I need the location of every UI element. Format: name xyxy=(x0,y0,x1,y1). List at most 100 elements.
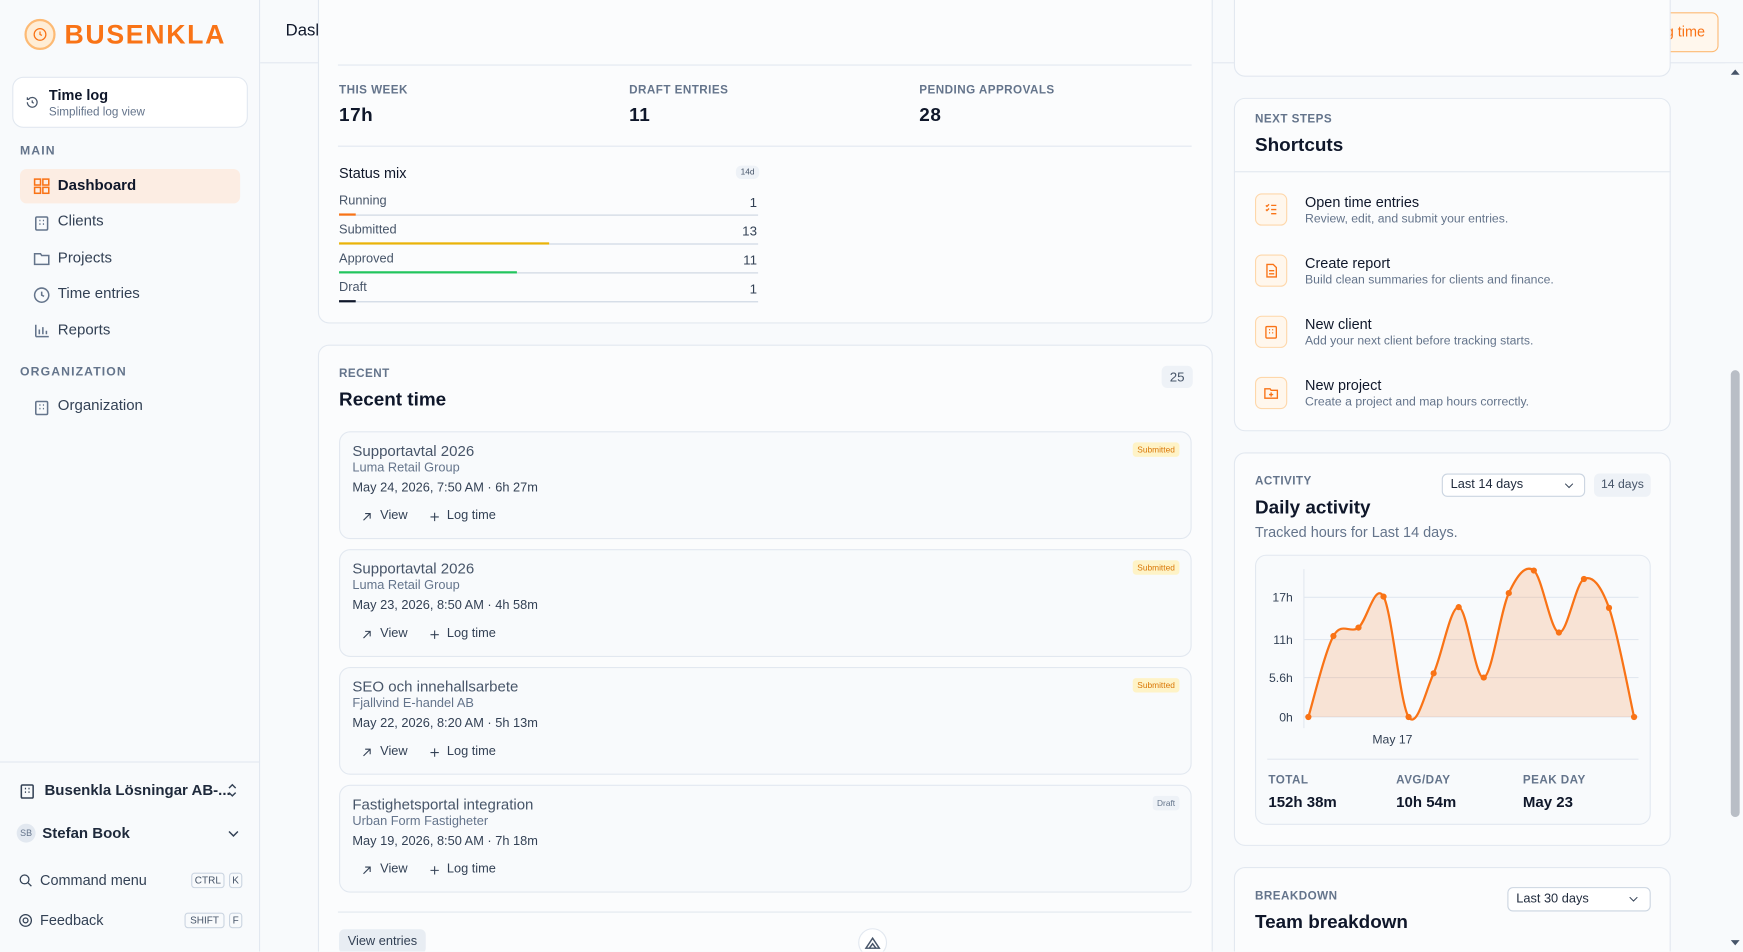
point xyxy=(1630,713,1638,721)
floating-icon-shape xyxy=(864,936,881,949)
time-log-icon xyxy=(26,96,38,108)
shortcut-icon-shape xyxy=(1266,263,1278,278)
activity-chart: 0h 5.6h 11h 17h May 17 xyxy=(1267,567,1639,760)
point xyxy=(1330,632,1337,640)
divider xyxy=(337,145,1192,147)
shortcut-title[interactable]: Open time entries xyxy=(1305,193,1420,211)
log-icon xyxy=(430,748,439,757)
log-icon-shape xyxy=(430,866,439,875)
user-chevron xyxy=(228,830,239,837)
status-label: Running xyxy=(339,194,387,208)
shortcut-icon xyxy=(1265,203,1277,215)
breakdown-select[interactable]: Last 30 days xyxy=(1507,887,1651,912)
shortcut-icon-shape xyxy=(1269,329,1274,334)
command-icon-shape xyxy=(27,882,32,887)
nav-item[interactable]: Time entries xyxy=(57,285,140,302)
kbd: CTRL xyxy=(191,872,225,889)
point xyxy=(1455,604,1462,611)
status-mix-badge: 14d xyxy=(735,165,760,179)
top-right-card xyxy=(1233,0,1671,77)
breakdown-title: Team breakdown xyxy=(1255,911,1408,933)
point xyxy=(1430,670,1437,677)
org-icon-shape xyxy=(20,784,34,799)
entry-status: Draft xyxy=(1152,795,1180,811)
scrollbar-thumb[interactable] xyxy=(1730,370,1740,818)
stat-label: PENDING APPROVALS xyxy=(919,83,1055,97)
nav-item[interactable]: Organization xyxy=(57,397,143,414)
entry-log-time[interactable]: Log time xyxy=(446,862,496,877)
recent-count: 25 xyxy=(1161,365,1193,388)
shortcut-icon-box[interactable] xyxy=(1255,315,1288,348)
status-bar xyxy=(339,300,356,303)
point xyxy=(1355,624,1362,631)
sidebar xyxy=(0,0,261,952)
status-value: 1 xyxy=(749,194,758,210)
select-chevron xyxy=(1564,483,1574,489)
command-label[interactable]: Command menu xyxy=(40,871,147,889)
entry-card[interactable] xyxy=(339,549,1192,657)
shortcut-title[interactable]: New project xyxy=(1305,377,1382,394)
stat-value: 17h xyxy=(339,104,374,126)
entry-title: SEO och innehallsarbete xyxy=(352,677,519,695)
point xyxy=(1480,674,1487,681)
nav-item[interactable]: Dashboard xyxy=(57,176,137,194)
nav-section-label: ORGANIZATION xyxy=(20,365,127,379)
nav-icon-shape xyxy=(35,215,49,231)
shortcut-desc: Create a project and map hours correctly… xyxy=(1305,396,1530,410)
entry-log-time[interactable]: Log time xyxy=(446,744,496,759)
logo-icon-shape xyxy=(39,31,43,36)
range-select[interactable]: Last 14 days xyxy=(1441,473,1586,497)
avatar-initials: SB xyxy=(20,828,33,839)
divider xyxy=(337,911,1192,913)
status-bar xyxy=(339,271,517,274)
view-icon xyxy=(363,866,371,875)
breakdown-eyebrow: BREAKDOWN xyxy=(1255,888,1338,903)
entry-log-time[interactable]: Log time xyxy=(446,509,496,523)
org-switcher[interactable]: Busenkla Lösningar AB-... xyxy=(44,781,231,799)
scroll-up-shape xyxy=(1730,69,1740,75)
floating-icon-shape-shape xyxy=(864,936,881,949)
entry-card[interactable] xyxy=(339,431,1192,540)
status-track xyxy=(339,214,759,216)
feedback-label[interactable]: Feedback xyxy=(40,911,104,929)
entry-view[interactable]: View xyxy=(380,627,408,641)
stat-value: 11 xyxy=(629,104,651,126)
time-log-subtitle: Simplified log view xyxy=(48,105,145,119)
entry-log-time[interactable]: Log time xyxy=(446,627,496,641)
nav-item[interactable]: Clients xyxy=(57,212,104,230)
divider xyxy=(337,64,1192,66)
feedback-icon-shape xyxy=(19,913,33,927)
view-entries-button[interactable]: View entries xyxy=(339,929,426,952)
time-log-icon-shape xyxy=(26,96,38,108)
entry-card[interactable] xyxy=(339,666,1192,775)
activity-eyebrow: ACTIVITY xyxy=(1255,474,1312,488)
time-log-title: Time log xyxy=(48,86,109,104)
nav-item[interactable]: Projects xyxy=(57,248,113,266)
command-icon xyxy=(19,874,32,887)
status-value: 13 xyxy=(742,223,758,239)
shortcut-title[interactable]: Create report xyxy=(1305,254,1391,272)
point xyxy=(1580,575,1588,583)
nav-icon-shape xyxy=(40,291,45,297)
point xyxy=(1555,629,1563,636)
summary-value: 10h 54m xyxy=(1396,793,1457,811)
shortcut-title[interactable]: New client xyxy=(1305,315,1372,333)
entry-view[interactable]: View xyxy=(380,744,408,759)
entry-card[interactable] xyxy=(339,784,1192,893)
shortcut-icon-box[interactable] xyxy=(1255,193,1288,226)
stat-label: THIS WEEK xyxy=(339,83,408,97)
point xyxy=(1505,589,1512,597)
entry-view[interactable]: View xyxy=(380,862,408,877)
nav-icon-shape xyxy=(33,252,50,266)
summary-label: AVG/DAY xyxy=(1396,773,1451,787)
entry-view[interactable]: View xyxy=(380,509,408,523)
stat-label: DRAFT ENTRIES xyxy=(629,83,729,97)
nav-icon-shape xyxy=(39,219,45,225)
shortcut-icon-shape xyxy=(1264,388,1279,399)
x-tick-label: May 17 xyxy=(1372,733,1412,747)
nav-item[interactable]: Reports xyxy=(57,321,111,338)
time-log-card[interactable] xyxy=(12,76,248,128)
user-name[interactable]: Stefan Book xyxy=(42,824,130,842)
